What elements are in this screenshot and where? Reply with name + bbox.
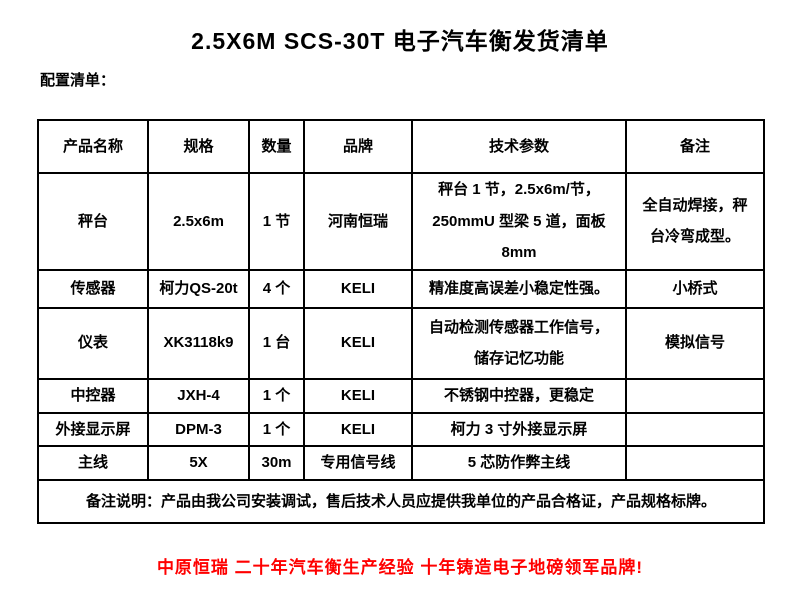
product-name-cell: 秤台 (37, 172, 149, 271)
column-header-spec: 规格 (147, 119, 250, 174)
params-cell: 5 芯防作弊主线 (411, 445, 627, 481)
remark-cell (625, 445, 765, 481)
product-name-cell: 中控器 (37, 377, 149, 414)
params-cell: 不锈钢中控器，更稳定 (411, 377, 627, 414)
qty-cell: 1 节 (248, 172, 305, 271)
table-row-platform: 秤台 2.5x6m 1 节 河南恒瑞 秤台 1 节，2.5x6m/节， 250m… (37, 172, 765, 271)
params-cell: 秤台 1 节，2.5x6m/节， 250mmU 型梁 5 道，面板 8mm (411, 172, 627, 271)
header-row: 产品名称 规格 数量 品牌 技术参数 备注 (37, 119, 765, 174)
params-cell: 柯力 3 寸外接显示屏 (411, 411, 627, 447)
table-row-external-display: 外接显示屏 DPM-3 1 个 KELI 柯力 3 寸外接显示屏 (37, 411, 765, 447)
column-header-remark: 备注 (625, 119, 765, 174)
table-row-indicator: 仪表 XK3118k9 1 台 KELI 自动检测传感器工作信号， 储存记忆功能… (37, 306, 765, 380)
spec-cell: JXH-4 (147, 377, 250, 414)
spec-cell: 柯力QS-20t (147, 268, 250, 309)
product-name-cell: 传感器 (37, 268, 149, 309)
note-text: 备注说明：产品由我公司安装调试，售后技术人员应提供我单位的产品合格证，产品规格标… (37, 479, 765, 524)
spec-cell: 5X (147, 445, 250, 481)
qty-cell: 1 台 (248, 306, 305, 380)
product-name-cell: 仪表 (37, 306, 149, 380)
remark-cell: 小桥式 (625, 268, 765, 309)
brand-cell: KELI (303, 377, 413, 414)
product-name-cell: 主线 (37, 445, 149, 481)
note-row: 备注说明：产品由我公司安装调试，售后技术人员应提供我单位的产品合格证，产品规格标… (37, 479, 765, 524)
qty-cell: 1 个 (248, 377, 305, 414)
brand-cell: 河南恒瑞 (303, 172, 413, 271)
spec-cell: XK3118k9 (147, 306, 250, 380)
params-cell: 自动检测传感器工作信号， 储存记忆功能 (411, 306, 627, 380)
remark-cell: 模拟信号 (625, 306, 765, 380)
column-header-params: 技术参数 (411, 119, 627, 174)
remark-cell: 全自动焊接，秤 台冷弯成型。 (625, 172, 765, 271)
page-title: 2.5X6M SCS-30T 电子汽车衡发货清单 (191, 28, 609, 54)
table-row-main-cable: 主线 5X 30m 专用信号线 5 芯防作弊主线 (37, 445, 765, 481)
product-name-cell: 外接显示屏 (37, 411, 149, 447)
remark-cell (625, 411, 765, 447)
qty-cell: 1 个 (248, 411, 305, 447)
brand-cell: KELI (303, 306, 413, 380)
spec-cell: 2.5x6m (147, 172, 250, 271)
config-table: 产品名称 规格 数量 品牌 技术参数 备注 秤台 2.5x6m 1 节 河南恒瑞… (37, 119, 765, 524)
table-row-junction-box: 中控器 JXH-4 1 个 KELI 不锈钢中控器，更稳定 (37, 377, 765, 414)
brand-cell: KELI (303, 411, 413, 447)
column-header-brand: 品牌 (303, 119, 413, 174)
qty-cell: 4 个 (248, 268, 305, 309)
section-label: 配置清单： (40, 72, 116, 89)
brand-cell: KELI (303, 268, 413, 309)
column-header-qty: 数量 (248, 119, 305, 174)
remark-cell (625, 377, 765, 414)
spec-cell: DPM-3 (147, 411, 250, 447)
footer-slogan: 中原恒瑞 二十年汽车衡生产经验 十年铸造电子地磅领军品牌! (156, 558, 644, 577)
brand-cell: 专用信号线 (303, 445, 413, 481)
column-header-product: 产品名称 (37, 119, 149, 174)
qty-cell: 30m (248, 445, 305, 481)
table-row-sensor: 传感器 柯力QS-20t 4 个 KELI 精准度高误差小稳定性强。 小桥式 (37, 268, 765, 309)
params-cell: 精准度高误差小稳定性强。 (411, 268, 627, 309)
